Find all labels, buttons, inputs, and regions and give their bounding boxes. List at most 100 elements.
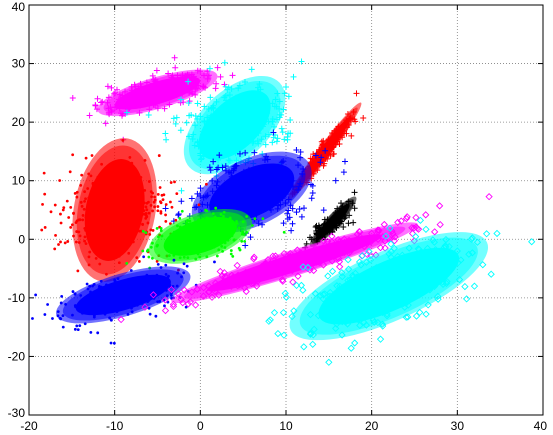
data-point — [228, 85, 235, 92]
data-point — [396, 265, 404, 273]
data-point — [207, 167, 214, 174]
data-point — [78, 324, 82, 328]
data-point — [394, 218, 402, 227]
data-point — [248, 200, 255, 207]
data-point — [151, 209, 154, 213]
data-point — [34, 293, 38, 297]
data-point — [81, 218, 85, 222]
data-point — [255, 89, 262, 96]
data-point — [174, 72, 181, 79]
data-point — [192, 204, 199, 211]
data-point — [264, 199, 271, 206]
data-point — [204, 114, 211, 121]
data-point — [434, 295, 442, 303]
data-point — [41, 202, 44, 206]
data-point — [242, 79, 248, 86]
data-point — [147, 299, 151, 302]
data-point — [105, 304, 108, 308]
data-point — [309, 190, 316, 197]
data-point — [109, 308, 113, 312]
data-point — [424, 254, 433, 263]
data-point — [229, 181, 236, 188]
data-point — [137, 101, 144, 108]
data-point — [326, 288, 334, 297]
data-point — [124, 174, 128, 178]
data-point — [114, 188, 118, 191]
data-point — [400, 271, 408, 280]
data-point — [375, 301, 384, 310]
data-point — [370, 287, 378, 295]
data-point — [528, 238, 536, 246]
data-point — [311, 160, 318, 167]
data-point — [172, 120, 179, 127]
data-point — [205, 209, 209, 213]
data-point — [101, 214, 105, 218]
data-point — [431, 246, 440, 254]
data-point — [269, 100, 276, 107]
data-point — [193, 250, 196, 254]
data-point — [149, 203, 153, 207]
data-point — [249, 179, 256, 186]
data-point — [169, 72, 176, 79]
data-point — [128, 156, 132, 159]
data-point — [106, 164, 110, 168]
data-point — [154, 314, 158, 318]
data-point — [465, 250, 473, 258]
data-point — [334, 236, 342, 244]
data-point — [145, 112, 152, 119]
data-point — [284, 133, 291, 140]
data-point — [229, 195, 236, 202]
data-point — [222, 167, 229, 174]
data-point — [229, 98, 236, 105]
data-point — [319, 233, 326, 240]
data-point — [320, 207, 327, 214]
data-point — [320, 162, 327, 169]
data-point — [243, 103, 250, 110]
data-point — [226, 91, 233, 98]
data-point — [380, 305, 388, 313]
data-point — [343, 117, 350, 124]
data-point — [198, 255, 202, 259]
data-point — [103, 312, 107, 316]
data-point — [324, 272, 332, 280]
data-point — [422, 310, 430, 318]
data-point — [182, 240, 186, 244]
data-point — [198, 141, 205, 148]
data-point — [308, 195, 315, 202]
data-point — [115, 310, 119, 314]
data-point — [191, 301, 200, 309]
data-point — [137, 260, 141, 263]
data-point — [399, 299, 408, 308]
data-point — [108, 227, 112, 231]
data-point — [113, 167, 117, 171]
data-point — [110, 202, 114, 206]
data-point — [199, 284, 208, 292]
data-point — [111, 292, 114, 296]
y-tick-label: 10 — [12, 174, 26, 188]
data-point — [316, 224, 323, 231]
data-point — [129, 290, 133, 294]
data-point — [347, 116, 354, 123]
data-point — [197, 68, 204, 75]
data-point — [74, 221, 78, 224]
data-point — [424, 301, 432, 309]
data-point — [164, 289, 168, 292]
data-point — [219, 218, 223, 221]
data-point — [280, 249, 288, 258]
data-point — [247, 280, 256, 288]
data-point — [178, 256, 182, 260]
data-point — [353, 90, 360, 97]
data-point — [376, 335, 385, 343]
data-point — [340, 224, 347, 231]
data-point — [358, 302, 367, 310]
data-point — [261, 176, 268, 183]
data-point — [151, 80, 158, 87]
data-point — [234, 189, 241, 196]
data-point — [89, 330, 93, 334]
data-point — [217, 226, 220, 230]
data-point — [235, 125, 242, 132]
data-point — [352, 284, 361, 292]
data-point — [411, 290, 419, 298]
data-point — [309, 259, 317, 268]
data-point — [425, 270, 433, 278]
